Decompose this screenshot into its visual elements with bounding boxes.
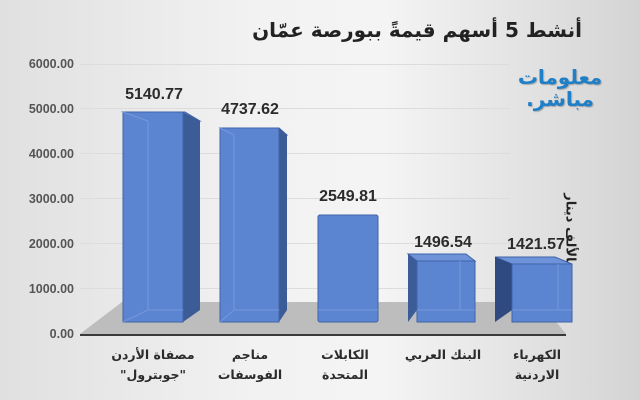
y-tick-label: 2000.00 [28, 237, 74, 251]
value-label: 2549.81 [319, 188, 377, 205]
gridline [80, 198, 510, 199]
y-tick-label: 0.00 [49, 327, 74, 341]
category-label: مصفاة الأردن "جوبترول" [111, 347, 195, 382]
gridline [80, 288, 510, 289]
y-tick-label: 5000.00 [28, 102, 74, 116]
y-tick-label: 3000.00 [28, 192, 74, 206]
value-label: 1421.57 [507, 236, 565, 253]
chart-title: أنشط 5 أسهم قيمةً ببورصة عمّان [252, 18, 582, 42]
y-tick-label: 4000.00 [28, 147, 74, 161]
gridline [80, 243, 510, 244]
category-label: الكابلات المتحدة [321, 347, 369, 382]
logo-line-1: معلومات [517, 65, 603, 89]
value-label: 4737.62 [221, 101, 279, 118]
category-label: الكهرباء الاردنية [512, 347, 562, 382]
brand-logo: معلومات مباشر. [510, 66, 610, 110]
gridline [80, 108, 510, 109]
y-tick-label: 6000.00 [28, 57, 74, 71]
category-label: البنك العربي [404, 347, 482, 362]
value-label: 1496.54 [414, 234, 472, 251]
value-label: 5140.77 [125, 86, 183, 103]
category-label: مناجم الفوسفات [217, 347, 283, 382]
y-tick-label: 1000.00 [28, 282, 74, 296]
x-axis-line [80, 334, 566, 336]
gridline [80, 153, 510, 154]
logo-line-2: مباشر. [526, 87, 594, 111]
gridline [80, 64, 510, 65]
